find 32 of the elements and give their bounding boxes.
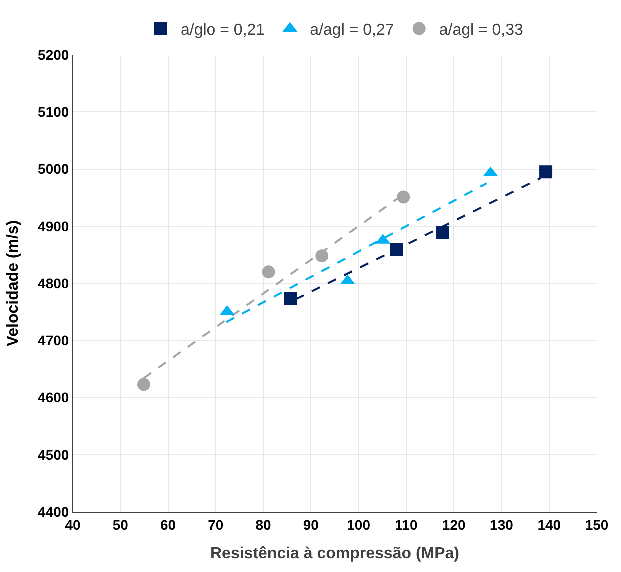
y-tick-label: 4900 xyxy=(38,218,70,234)
x-tick-label: 130 xyxy=(490,516,514,533)
y-tick-label: 4800 xyxy=(38,275,70,292)
y-tick-label: 4700 xyxy=(38,332,70,349)
y-tick-label: 4500 xyxy=(38,446,70,463)
legend-label: a/glo = 0,21 xyxy=(181,22,266,39)
x-tick-label: 70 xyxy=(208,516,224,533)
y-tick-label: 5000 xyxy=(38,161,70,178)
point xyxy=(397,190,410,204)
point xyxy=(540,166,553,179)
y-tick-label: 4600 xyxy=(38,390,70,406)
legend-label: a/agl = 0,27 xyxy=(310,22,394,39)
point xyxy=(284,292,298,306)
point xyxy=(316,250,329,263)
x-tick-label: 110 xyxy=(395,516,418,533)
x-tick-label: 120 xyxy=(442,516,466,533)
x-tick-label: 80 xyxy=(256,516,272,533)
y-axis-title: Velocidade (m/s) xyxy=(4,220,22,347)
x-tick-label: 100 xyxy=(347,516,371,533)
point xyxy=(390,243,404,256)
x-tick-label: 150 xyxy=(585,516,609,533)
point xyxy=(137,378,150,392)
point xyxy=(436,226,450,240)
y-tick-label: 5200 xyxy=(38,46,70,63)
x-tick-label: 60 xyxy=(160,516,176,533)
x-axis-title: Resistência à compressão (MPa) xyxy=(210,546,460,562)
y-tick-label: 5100 xyxy=(38,104,70,120)
x-tick-label: 50 xyxy=(112,516,129,533)
point xyxy=(262,266,276,279)
legend-label: a/agl = 0,33 xyxy=(439,22,524,39)
x-tick-label: 140 xyxy=(538,516,562,533)
x-tick-label: 90 xyxy=(303,516,320,533)
